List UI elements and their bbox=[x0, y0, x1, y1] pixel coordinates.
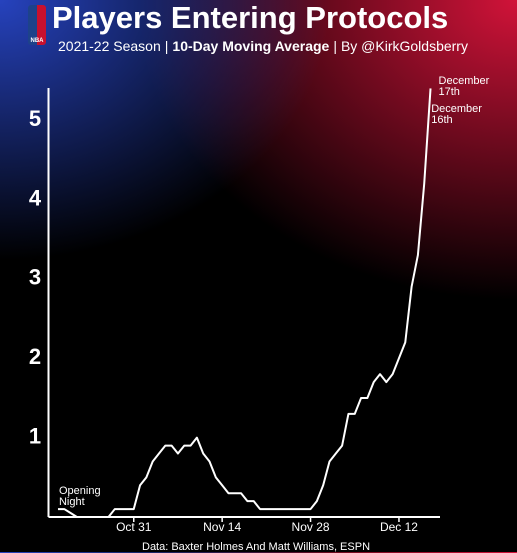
subtitle-part: 10-Day Moving Average bbox=[172, 38, 330, 54]
chart-title: Players Entering Protocols bbox=[52, 0, 449, 35]
x-tick-label: Nov 28 bbox=[292, 520, 330, 534]
subtitle-sep: | bbox=[164, 38, 169, 54]
y-tick-label: 3 bbox=[29, 265, 41, 290]
x-tick-label: Oct 31 bbox=[116, 520, 152, 534]
y-tick-label: 2 bbox=[29, 344, 41, 369]
source: Data: Baxter Holmes And Matt Williams, E… bbox=[142, 541, 371, 553]
annotation: Opening Night bbox=[58, 485, 101, 509]
subtitle-part: By @KirkGoldsberry bbox=[340, 38, 468, 54]
data-line bbox=[57, 88, 432, 518]
y-tick-label: 4 bbox=[29, 185, 42, 210]
y-tick-label: 1 bbox=[29, 423, 41, 448]
subtitle-part: 2021-22 Season bbox=[58, 38, 161, 54]
subtitle: 2021-22 Season | 10-Day Moving Average | By … bbox=[58, 38, 472, 54]
annotation: December 17th bbox=[438, 75, 490, 99]
annotation: December 16th bbox=[431, 102, 482, 126]
logo-text: NBA bbox=[30, 38, 44, 44]
x-tick-label: Nov 14 bbox=[203, 520, 241, 534]
y-tick-label: 5 bbox=[29, 106, 41, 131]
x-tick-label: Dec 12 bbox=[380, 520, 418, 534]
logo: NBA bbox=[28, 5, 46, 45]
subtitle-sep: | bbox=[333, 38, 337, 54]
